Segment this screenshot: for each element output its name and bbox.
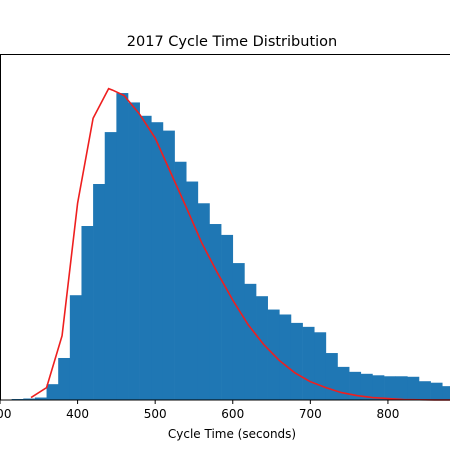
- histogram-bar: [162, 130, 175, 401]
- x-tick-label: 400: [66, 407, 89, 421]
- x-axis-ticks: 300 400 500 600 700 800: [0, 400, 399, 421]
- histogram-bar: [384, 376, 396, 400]
- histogram-bar: [418, 381, 431, 400]
- x-tick-label: 500: [144, 407, 167, 421]
- chart-title: 2017 Cycle Time Distribution: [127, 34, 337, 50]
- histogram-bar: [256, 296, 268, 400]
- histogram-bar: [360, 373, 373, 400]
- histogram-bar: [58, 357, 71, 400]
- histogram-bar: [407, 376, 420, 400]
- x-tick-label: 600: [221, 407, 244, 421]
- histogram-bar: [128, 102, 140, 400]
- histogram-bar: [279, 314, 292, 400]
- histogram-bar: [221, 234, 234, 400]
- histogram-bar: [197, 203, 210, 400]
- histogram-bar: [244, 283, 257, 400]
- histogram-bar: [186, 181, 199, 400]
- histogram-bar: [430, 382, 443, 400]
- histogram-bar: [151, 122, 164, 401]
- histogram-bar: [23, 398, 36, 400]
- histogram-bar: [69, 295, 82, 400]
- x-tick-label: 800: [376, 407, 399, 421]
- x-tick-label: 300: [0, 407, 11, 421]
- histogram-bar: [46, 384, 59, 400]
- plot-frame: [0, 54, 450, 401]
- fit-curve: [30, 87, 450, 401]
- histogram-bar: [372, 375, 385, 400]
- histogram-bar: [139, 115, 152, 400]
- x-tick-label: 700: [299, 407, 322, 421]
- histogram-bar: [349, 371, 362, 400]
- histogram-bar: [81, 226, 94, 400]
- histogram-bar: [116, 93, 129, 401]
- histogram-bar: [302, 326, 315, 400]
- histogram-bar: [209, 224, 222, 400]
- histogram-bar: [314, 332, 327, 400]
- histogram-bar: [325, 353, 338, 400]
- histogram-bar: [337, 366, 350, 400]
- histogram-bars: [0, 93, 450, 401]
- histogram-bar: [93, 184, 106, 400]
- x-axis-title: Cycle Time (seconds): [168, 427, 296, 441]
- histogram-bar: [290, 322, 303, 400]
- histogram-bar: [34, 397, 47, 400]
- histogram-bar: [442, 386, 450, 400]
- histogram-bar: [395, 376, 408, 400]
- histogram-bar: [104, 132, 117, 400]
- histogram-bar: [232, 263, 245, 400]
- histogram-bar: [174, 161, 187, 400]
